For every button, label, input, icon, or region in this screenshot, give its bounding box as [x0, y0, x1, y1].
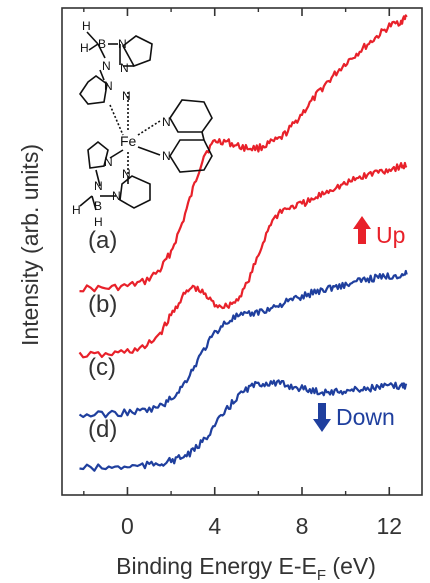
atom-n: N [122, 89, 131, 103]
x-axis-label-sub: F [317, 567, 326, 583]
up-arrow-icon [353, 216, 371, 244]
curve-label-a: (a) [88, 227, 117, 254]
curve-label-b: (b) [88, 291, 117, 318]
atom-n: N [112, 189, 121, 203]
x-tick-label: 8 [296, 513, 309, 539]
curve-label-d: (d) [88, 416, 117, 443]
series-layer [78, 14, 408, 472]
up-annotation: Up [353, 216, 405, 248]
down-annotation: Down [313, 403, 395, 432]
atom-h: H [82, 19, 91, 33]
molecule-inset: H H B N N N N N Fe N N N N N N B H H [72, 19, 213, 229]
atom-n: N [104, 155, 113, 169]
x-axis-label: Binding Energy E-EF (eV) [116, 553, 376, 583]
atom-n: N [102, 59, 111, 73]
atom-fe: Fe [120, 133, 137, 149]
atom-n: N [162, 149, 171, 163]
plot-frame [61, 7, 423, 496]
atom-b: B [94, 199, 102, 213]
x-ticks: 0 4 8 12 [83, 8, 402, 539]
series-line-d [79, 379, 408, 472]
atom-n: N [104, 79, 113, 93]
x-tick-label: 12 [376, 513, 402, 539]
atom-h: H [80, 41, 89, 55]
up-label: Up [376, 222, 405, 248]
series-line-c [78, 269, 408, 419]
atom-n: N [122, 167, 131, 181]
atom-n: N [94, 179, 103, 193]
down-arrow-icon [313, 403, 331, 432]
x-axis-label-main: Binding Energy E-E [116, 553, 317, 579]
x-axis-label-unit: (eV) [326, 553, 376, 579]
atom-n: N [120, 61, 129, 75]
atom-h: H [72, 203, 81, 217]
series-line-a [79, 14, 408, 293]
y-axis-label: Intensity (arb. units) [17, 144, 43, 346]
atom-n: N [118, 37, 127, 51]
atom-n: N [162, 115, 171, 129]
curve-label-c: (c) [88, 354, 116, 381]
x-tick-label: 4 [208, 513, 221, 539]
x-tick-label: 0 [121, 513, 134, 539]
series-line-b [78, 161, 408, 359]
down-label: Down [336, 404, 395, 430]
atom-h: H [94, 215, 103, 229]
atom-b: B [98, 37, 106, 51]
